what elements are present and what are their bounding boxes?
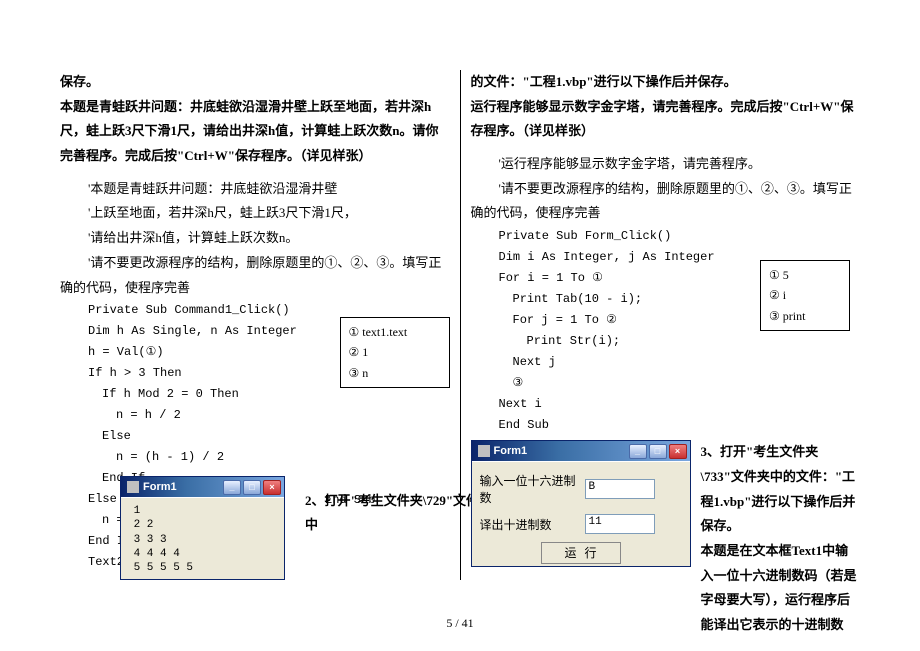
page-number: 5 / 41: [446, 616, 473, 631]
right-ans-2: ② i: [769, 285, 841, 305]
left-column: 保存。 本题是青蛙跃井问题：井底蛙欲沿湿滑井壁上跃至地面，若井深h尺，蛙上跃3尺…: [60, 70, 461, 580]
run-button[interactable]: 运行: [541, 542, 621, 564]
right-ans-3: ③ print: [769, 306, 841, 326]
minimize-button-r[interactable]: _: [629, 444, 647, 459]
titlebar-left[interactable]: Form1 _ □ ×: [121, 477, 284, 497]
task3-a: 3、打开"考生文件夹\733"文件夹中的文件："工程1.vbp"进行以下操作后并…: [701, 440, 861, 539]
form-right-title: Form1: [494, 445, 528, 457]
right-column: 的文件："工程1.vbp"进行以下操作后并保存。 运行程序能够显示数字金字塔，请…: [461, 70, 861, 580]
code-l6: Else: [60, 426, 450, 447]
form-left-title: Form1: [143, 481, 177, 493]
code-l7: n = (h - 1) / 2: [60, 447, 450, 468]
hex-input[interactable]: B: [585, 479, 655, 499]
dec-output[interactable]: 11: [585, 514, 655, 534]
maximize-button-r[interactable]: □: [649, 444, 667, 459]
right-ans-1: ① 5: [769, 265, 841, 285]
form-icon-right: [478, 445, 490, 457]
code-r7: ③: [471, 373, 861, 394]
code-r9: End Sub: [471, 415, 861, 436]
close-button[interactable]: ×: [263, 480, 281, 495]
form1-right-window: Form1 _ □ × 输入一位十六进制数 B 译出十进制数 1: [471, 440, 691, 567]
left-ans-2: ② 1: [349, 342, 441, 362]
code-r8: Next i: [471, 394, 861, 415]
code-r6: Next j: [471, 352, 861, 373]
maximize-button[interactable]: □: [243, 480, 261, 495]
minimize-button[interactable]: _: [223, 480, 241, 495]
page: 保存。 本题是青蛙跃井问题：井底蛙欲沿湿滑井壁上跃至地面，若井深h尺，蛙上跃3尺…: [0, 0, 920, 590]
left-intro-1: 保存。: [60, 70, 450, 95]
form-left-body: 1 2 2 3 3 3 4 4 4 4 5 5 5 5 5: [121, 497, 284, 579]
close-button-r[interactable]: ×: [669, 444, 687, 459]
left-comment-1: '本题是青蛙跃井问题：井底蛙欲沿湿滑井壁: [60, 177, 450, 202]
dec-output-label: 译出十进制数: [480, 516, 585, 533]
right-intro-1: 的文件："工程1.vbp"进行以下操作后并保存。: [471, 70, 861, 95]
right-comment-2: '请不要更改源程序的结构，删除原题里的①、②、③。填写正确的代码，使程序完善: [471, 177, 861, 226]
code-r5: Print Str(i);: [471, 331, 861, 352]
right-comment-1: '运行程序能够显示数字金字塔，请完善程序。: [471, 152, 861, 177]
titlebar-right[interactable]: Form1 _ □ ×: [472, 441, 690, 461]
left-ans-3: ③ n: [349, 363, 441, 383]
left-intro-2: 本题是青蛙跃井问题：井底蛙欲沿湿滑井壁上跃至地面，若井深h尺，蛙上跃3尺下滑1尺…: [60, 95, 450, 169]
left-answer-box: ① text1.text ② 1 ③ n: [340, 317, 450, 388]
form-right-body: 输入一位十六进制数 B 译出十进制数 11 运行: [472, 461, 690, 566]
form1-left-window: Form1 _ □ × 1 2 2 3 3 3 4 4 4 4 5 5 5 5 …: [120, 476, 285, 580]
right-intro-2: 运行程序能够显示数字金字塔，请完善程序。完成后按"Ctrl+W"保存程序。（详见…: [471, 95, 861, 144]
form-icon: [127, 481, 139, 493]
left-ans-1: ① text1.text: [349, 322, 441, 342]
code-l5: n = h / 2: [60, 405, 450, 426]
code-r0: Private Sub Form_Click(): [471, 226, 861, 247]
form-right-wrap: Form1 _ □ × 输入一位十六进制数 B 译出十进制数 1: [471, 440, 861, 638]
hex-input-label: 输入一位十六进制数: [480, 472, 585, 506]
right-answer-box: ① 5 ② i ③ print: [760, 260, 850, 331]
task3-b: 本题是在文本框Text1中输入一位十六进制数码（若是字母要大写），运行程序后能译…: [701, 539, 861, 638]
left-comment-3: '请给出井深h值，计算蛙上跃次数n。: [60, 226, 450, 251]
left-comment-2: '上跃至地面，若井深h尺，蛙上跃3尺下滑1尺，: [60, 201, 450, 226]
task3-text-block: 3、打开"考生文件夹\733"文件夹中的文件："工程1.vbp"进行以下操作后并…: [691, 440, 861, 638]
left-comment-4: '请不要更改源程序的结构，删除原题里的①、②、③。填写正确的代码，使程序完善: [60, 251, 450, 300]
